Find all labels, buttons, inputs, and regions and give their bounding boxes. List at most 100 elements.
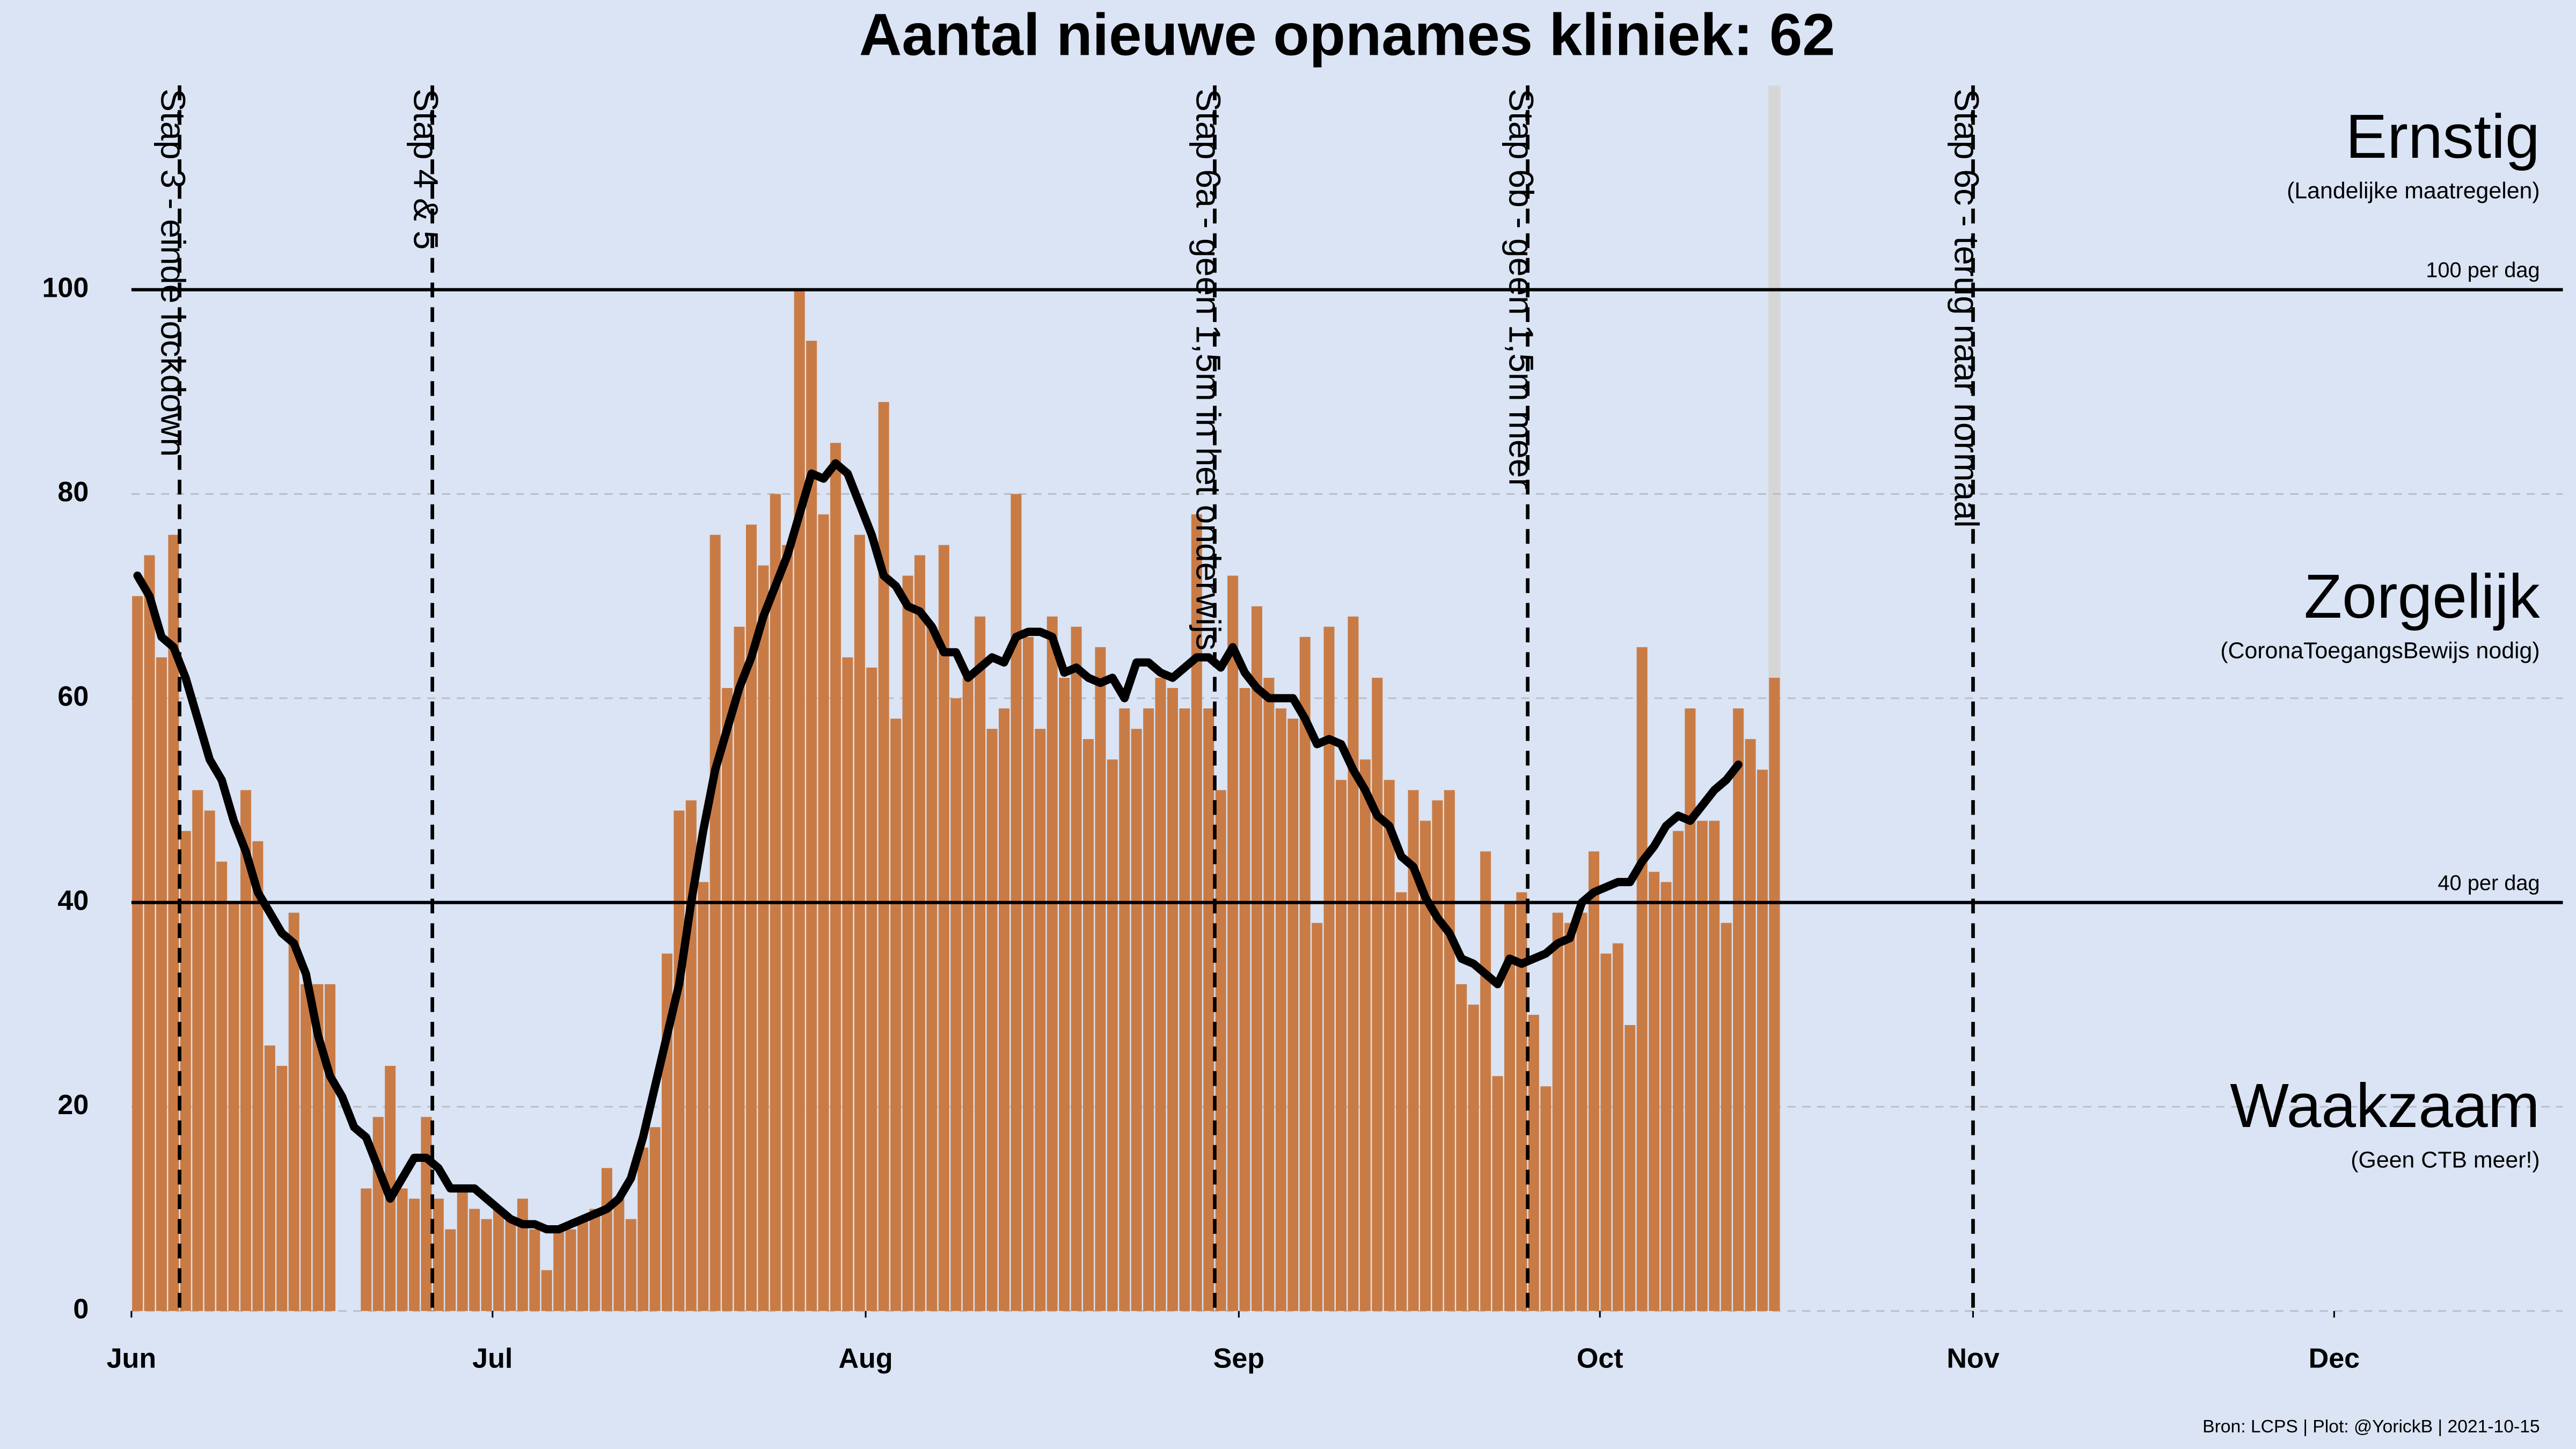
bar	[986, 729, 998, 1311]
x-tick-label: Sep	[1213, 1343, 1264, 1374]
bar	[1733, 708, 1744, 1311]
bar	[1155, 677, 1166, 1311]
bar	[481, 1219, 492, 1311]
bar	[962, 677, 974, 1311]
x-tick-label: Dec	[2309, 1343, 2360, 1374]
zone-name: Ernstig	[2346, 101, 2540, 171]
bar	[1660, 882, 1672, 1311]
bar	[1082, 739, 1094, 1311]
bar	[1071, 626, 1082, 1311]
bar	[1564, 923, 1576, 1311]
bar	[1335, 780, 1346, 1311]
zone-note: (Landelijke maatregelen)	[2287, 178, 2540, 203]
bar	[1696, 821, 1708, 1311]
bar	[1757, 770, 1768, 1311]
bar	[144, 555, 155, 1311]
bar	[1046, 616, 1058, 1311]
bar	[1348, 616, 1359, 1311]
bar	[228, 902, 239, 1311]
bar	[806, 340, 817, 1311]
chart-title: Aantal nieuwe opnames kliniek: 62	[859, 2, 1835, 68]
bar	[1709, 821, 1720, 1311]
bar	[975, 616, 986, 1311]
bar	[1107, 759, 1118, 1311]
y-tick-label: 80	[57, 477, 89, 508]
bar	[1624, 1025, 1636, 1311]
bar	[613, 1198, 625, 1311]
bar	[457, 1188, 468, 1311]
bar	[1275, 708, 1286, 1311]
y-tick-label: 0	[73, 1294, 89, 1325]
event-label: Stap 4 & 5	[406, 89, 445, 250]
bar	[1408, 790, 1419, 1311]
bar	[1516, 892, 1527, 1311]
bar	[698, 882, 709, 1311]
bar	[180, 831, 191, 1311]
bar	[734, 626, 745, 1311]
bar	[722, 687, 733, 1311]
bar	[288, 912, 299, 1311]
bar	[758, 565, 769, 1311]
bar	[361, 1188, 372, 1311]
bar	[1372, 677, 1383, 1311]
bar	[1131, 729, 1142, 1311]
bar	[830, 443, 841, 1311]
bar	[312, 984, 324, 1311]
bar	[1612, 943, 1623, 1311]
bar	[1323, 626, 1335, 1311]
bar	[1649, 872, 1660, 1311]
bar	[1119, 708, 1130, 1311]
threshold-label: 40 per dag	[2438, 871, 2540, 895]
bar	[950, 698, 962, 1311]
bar	[1215, 790, 1226, 1311]
bar	[854, 535, 865, 1311]
bar	[1287, 719, 1299, 1311]
footer: Bron: LCPS | Plot: @YorickB | 2021-10-15	[2202, 1417, 2540, 1437]
bar	[1636, 647, 1648, 1311]
bar	[1022, 636, 1034, 1311]
bar	[469, 1209, 480, 1311]
bar	[938, 545, 949, 1311]
bar	[1299, 636, 1311, 1311]
event-label: Stap 6a - geen 1,5m in het onderwijs	[1189, 89, 1227, 650]
bar	[1191, 514, 1202, 1311]
bar	[1504, 902, 1515, 1311]
bar	[842, 657, 853, 1311]
bar	[505, 1219, 516, 1311]
bar	[866, 667, 877, 1311]
bar	[577, 1219, 588, 1311]
bar	[132, 596, 143, 1311]
x-tick-label: Nov	[1946, 1343, 1999, 1374]
bar	[1384, 780, 1395, 1311]
zone-name: Waakzaam	[2230, 1071, 2540, 1140]
bar	[216, 861, 228, 1311]
bar	[902, 575, 913, 1311]
bar	[372, 1117, 384, 1311]
bar	[276, 1066, 288, 1311]
bar	[1528, 1014, 1539, 1311]
bar	[1167, 687, 1178, 1311]
bar	[168, 535, 179, 1311]
bar	[240, 790, 251, 1311]
y-tick-label: 20	[57, 1089, 89, 1121]
bar	[493, 1209, 504, 1311]
zone-name: Zorgelijk	[2304, 561, 2540, 631]
zone-note: (CoronaToegangsBewijs nodig)	[2220, 638, 2540, 664]
bar	[1203, 708, 1214, 1311]
bar	[1432, 800, 1443, 1311]
bar	[553, 1229, 565, 1311]
bar	[1420, 821, 1431, 1311]
bar	[926, 626, 938, 1311]
x-tick-label: Aug	[838, 1343, 892, 1374]
bar	[1396, 892, 1407, 1311]
bar	[1179, 708, 1190, 1311]
bar	[818, 514, 829, 1311]
bar	[1589, 851, 1599, 1311]
event-label: Stap 6c - terug naar normaal	[1947, 89, 1986, 528]
bar	[408, 1198, 420, 1311]
bar	[264, 1045, 275, 1311]
bar	[1480, 851, 1491, 1311]
bar	[421, 1117, 432, 1311]
bar	[914, 555, 925, 1311]
bar	[1095, 647, 1106, 1311]
